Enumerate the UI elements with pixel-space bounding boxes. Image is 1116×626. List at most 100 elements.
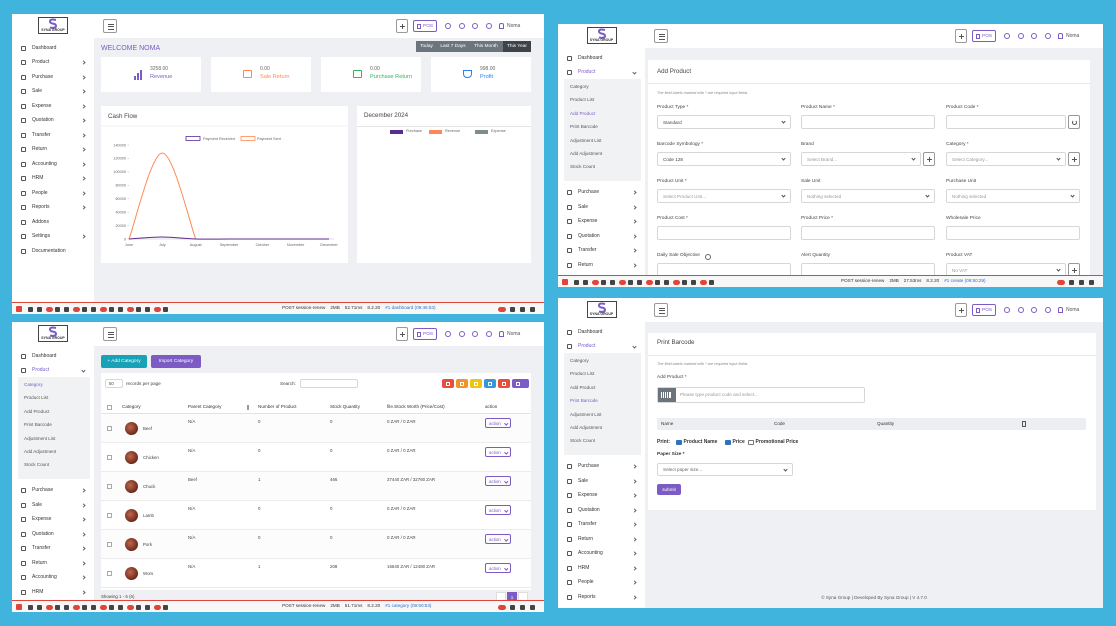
paper-size-select[interactable]: Select paper size... [657, 463, 793, 476]
menu-item[interactable]: Return [12, 557, 94, 569]
menu-item[interactable]: Expense [12, 100, 94, 112]
menu-item[interactable]: Sale [558, 201, 645, 213]
submenu-item[interactable]: Adjustment List [570, 411, 602, 417]
menu-item[interactable]: Transfer [12, 543, 94, 555]
submenu-item[interactable]: Category [570, 358, 589, 363]
form-input[interactable]: Nothing selected [946, 189, 1080, 203]
menu-item[interactable]: Addons [12, 216, 94, 228]
menu-item[interactable]: Product [558, 67, 645, 79]
submenu-item[interactable]: Stock Count [570, 164, 596, 170]
submenu-item[interactable]: Adjustment List [24, 435, 56, 441]
menu-item[interactable]: Return [558, 533, 645, 545]
nav-icon[interactable] [445, 23, 451, 29]
menu-toggle[interactable] [654, 29, 668, 43]
print-checkbox[interactable] [676, 439, 682, 445]
menu-item[interactable]: People [558, 577, 645, 589]
quick-add-button[interactable] [396, 327, 408, 341]
submenu-item[interactable]: Stock Count [570, 438, 596, 444]
nav-icon[interactable] [1045, 307, 1051, 313]
row-action-button[interactable]: action [485, 534, 511, 544]
menu-item[interactable]: Quotation [558, 230, 645, 242]
menu-item[interactable]: Product [558, 341, 645, 353]
menu-item[interactable]: Quotation [12, 528, 94, 540]
menu-item[interactable]: Product [12, 365, 94, 377]
quick-add-button[interactable] [955, 29, 967, 43]
nav-icon[interactable] [1018, 307, 1024, 313]
menu-item[interactable]: Documentation [12, 245, 94, 257]
user-menu[interactable]: Noma [507, 330, 521, 337]
menu-item[interactable]: Accounting [558, 548, 645, 560]
quick-add-button[interactable] [396, 19, 408, 33]
menu-toggle[interactable] [654, 303, 668, 317]
nav-icon[interactable] [459, 331, 465, 337]
form-input[interactable] [801, 115, 935, 129]
export-button[interactable] [498, 379, 510, 388]
add-option-button[interactable] [1068, 152, 1080, 166]
pos-button[interactable]: POS [972, 30, 996, 42]
nav-icon[interactable] [1031, 307, 1037, 313]
menu-item[interactable]: Accounting [12, 572, 94, 584]
user-menu[interactable]: Noma [1066, 306, 1080, 313]
form-input[interactable] [801, 226, 935, 240]
add-option-button[interactable] [923, 152, 935, 166]
menu-item[interactable]: Accounting [12, 158, 94, 170]
form-input[interactable]: Select Product Unit... [657, 189, 791, 203]
menu-item[interactable]: Sale [558, 475, 645, 487]
submenu-item[interactable]: Stock Count [24, 462, 50, 468]
menu-item[interactable]: Purchase [12, 485, 94, 497]
submenu-item[interactable]: Product List [24, 395, 49, 401]
row-action-button[interactable]: action [485, 505, 511, 515]
submenu-item[interactable]: Print Barcode [570, 398, 598, 404]
action-button[interactable]: Import Category [151, 355, 201, 368]
menu-toggle[interactable] [103, 19, 117, 33]
submenu-item[interactable]: Add Adjustment [570, 425, 603, 430]
nav-icon[interactable] [472, 331, 478, 337]
menu-item[interactable]: Dashboard [558, 52, 645, 64]
quick-add-button[interactable] [955, 303, 967, 317]
row-action-button[interactable]: action [485, 418, 511, 428]
nav-icon[interactable] [1045, 33, 1051, 39]
submenu-item[interactable]: Print Barcode [24, 422, 52, 428]
row-action-button[interactable]: action [485, 447, 511, 457]
form-input[interactable]: Select Category... [946, 152, 1066, 166]
form-input[interactable]: Code 128 [657, 152, 791, 166]
print-checkbox[interactable] [725, 439, 731, 445]
menu-item[interactable]: Quotation [558, 504, 645, 516]
menu-item[interactable]: Dashboard [12, 350, 94, 362]
menu-item[interactable]: Purchase [558, 461, 645, 473]
date-filter[interactable]: This Year [503, 41, 531, 52]
form-input[interactable] [657, 226, 791, 240]
submenu-item[interactable]: Print Barcode [570, 124, 598, 130]
user-menu[interactable]: Noma [507, 22, 521, 29]
submenu-item[interactable]: Adjustment List [570, 137, 602, 143]
nav-icon[interactable] [459, 23, 465, 29]
nav-icon[interactable] [1018, 33, 1024, 39]
menu-item[interactable]: Product [12, 57, 94, 69]
user-menu[interactable]: Noma [1066, 32, 1080, 39]
generate-code-button[interactable] [1068, 115, 1080, 129]
row-checkbox[interactable] [107, 571, 112, 576]
form-input[interactable] [946, 226, 1080, 240]
menu-item[interactable]: Expense [558, 490, 645, 502]
nav-icon[interactable] [1004, 307, 1010, 313]
nav-icon[interactable] [1031, 33, 1037, 39]
row-checkbox[interactable] [107, 542, 112, 547]
submenu-item[interactable]: Product List [570, 97, 595, 103]
menu-item[interactable]: Purchase [12, 71, 94, 83]
row-checkbox[interactable] [107, 426, 112, 431]
export-button[interactable] [456, 379, 468, 388]
menu-item[interactable]: Sale [12, 499, 94, 511]
menu-item[interactable]: Return [558, 259, 645, 271]
menu-item[interactable]: Expense [12, 514, 94, 526]
page-current[interactable]: 1 [507, 592, 517, 603]
row-checkbox[interactable] [107, 513, 112, 518]
nav-icon[interactable] [472, 23, 478, 29]
menu-item[interactable]: Reports [558, 591, 645, 603]
nav-icon[interactable] [445, 331, 451, 337]
select-all[interactable] [107, 404, 112, 410]
menu-item[interactable]: Return [12, 144, 94, 156]
menu-item[interactable]: Reports [12, 202, 94, 214]
menu-item[interactable]: Transfer [558, 245, 645, 257]
form-input[interactable]: Nothing selected [801, 189, 935, 203]
row-action-button[interactable]: action [485, 563, 511, 573]
